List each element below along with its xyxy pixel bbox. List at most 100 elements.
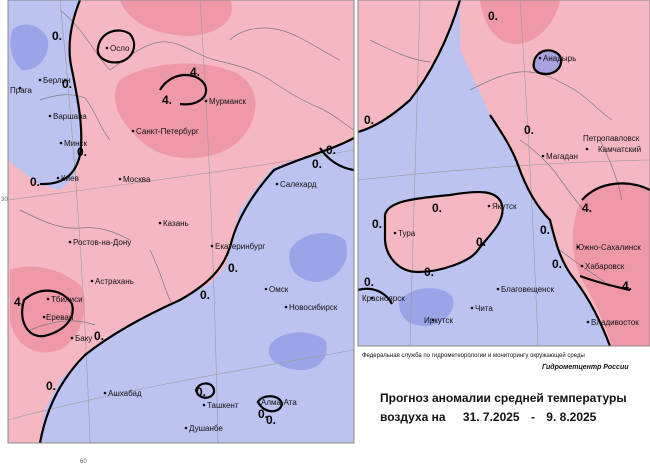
west-isolines bbox=[21, 0, 354, 443]
city-label-kazan: Казань bbox=[163, 219, 189, 228]
credits-block: Федеральная служба по гидрометеорологии … bbox=[362, 352, 629, 371]
city-label-dushanbe: Душанбе bbox=[189, 424, 223, 433]
east-isolines bbox=[358, 0, 650, 346]
caption-date-from: 31. 7.2025 bbox=[463, 410, 520, 424]
city-label-tura: Тура bbox=[398, 229, 416, 238]
isoline-value: 0. bbox=[200, 288, 210, 302]
city-label-prague: Прага bbox=[10, 86, 32, 95]
west-oslo-isoline bbox=[96, 29, 136, 64]
city-label-baku: Баку bbox=[75, 334, 92, 343]
east-city-markers bbox=[370, 56, 590, 324]
city-label-rostov: Ростов-на-Дону bbox=[73, 238, 131, 247]
caption-date-sep: - bbox=[531, 410, 535, 424]
city-label-moscow: Москва bbox=[123, 175, 151, 184]
west-map-panel bbox=[8, 0, 354, 443]
city-label-yakutsk: Якутск bbox=[492, 202, 517, 211]
isoline-value: 0. bbox=[196, 385, 206, 399]
city-label-irkutsk: Иркутск bbox=[424, 316, 453, 325]
isoline-value: 0. bbox=[77, 145, 87, 159]
isoline-value: 0. bbox=[476, 235, 486, 249]
east-strong-cold-blob-anadyr bbox=[533, 50, 562, 74]
city-label-almaata: Алма-Ата bbox=[261, 398, 297, 407]
west-map-frame bbox=[7, 0, 355, 444]
city-label-ekaterinburg: Екатеринбург bbox=[215, 242, 265, 251]
city-label-omsk: Омск bbox=[269, 285, 289, 294]
west-isoline-labels: 0. 0. 0. 0. 0. 0. 0. 0. 0. 0. 0. 0. 0. 4… bbox=[14, 29, 336, 427]
city-label-petropavlovsk: Петропавловск bbox=[583, 134, 640, 143]
east-warm-region-northwest bbox=[358, 0, 460, 132]
west-strong-warm-blob-north bbox=[120, 0, 232, 36]
west-cold-region-siberia bbox=[40, 140, 354, 443]
isoline-value: 0. bbox=[46, 379, 56, 393]
agency-credit: Федеральная служба по гидрометеорологии … bbox=[362, 352, 585, 359]
west-strong-cold-blob-1 bbox=[289, 233, 347, 282]
center-credit: Гидрометцентр России bbox=[542, 363, 629, 371]
isoline-value: 0. bbox=[424, 265, 434, 279]
city-label-kiev: Киев bbox=[61, 174, 79, 183]
isoline-value: 0. bbox=[312, 157, 322, 171]
city-label-kamchatsky: Камчатский bbox=[598, 145, 641, 154]
west-strong-cold-blob-2 bbox=[268, 332, 327, 371]
city-label-minsk: Минск bbox=[64, 139, 88, 148]
east-krasnoyarsk-isoline bbox=[358, 287, 393, 305]
caption-prefix: воздуха на bbox=[380, 410, 446, 424]
west-zero-isoline-west bbox=[39, 0, 83, 186]
isoline-value: 0. bbox=[30, 175, 40, 189]
graticule-tick-label: 30 bbox=[1, 197, 8, 203]
isoline-value: 0. bbox=[228, 261, 238, 275]
isoline-value: 4. bbox=[190, 65, 200, 79]
city-label-blagoveshchensk: Благовещенск bbox=[501, 285, 554, 294]
east-zero-isoline-east bbox=[489, 114, 612, 346]
west-zero-isoline-east bbox=[38, 137, 354, 443]
isoline-value: 4. bbox=[162, 93, 172, 107]
city-label-chita: Чита bbox=[475, 304, 493, 313]
isoline-value: 0. bbox=[94, 329, 104, 343]
east-warm-region-tura bbox=[385, 192, 503, 272]
isoline-value: 0. bbox=[372, 217, 382, 231]
isoline-value: 0. bbox=[364, 275, 374, 289]
city-label-krasnoyarsk: Красноярск bbox=[362, 294, 405, 303]
isoline-value: 4. bbox=[622, 279, 632, 293]
caption-line-1: Прогноз аномалии средней температуры bbox=[380, 391, 627, 405]
isoline-value: 4. bbox=[582, 201, 592, 215]
caption-line-2: воздуха на 31. 7.2025 - 9. 8.2025 bbox=[380, 410, 597, 424]
east-tura-isoline bbox=[383, 190, 504, 274]
east-isoline-labels: 0. 0. 0. 0. 0. 0. 0. 0. 0. 0. 4. 4. bbox=[364, 9, 632, 293]
isoline-value: 0. bbox=[52, 29, 62, 43]
city-label-salehard: Салехард bbox=[280, 180, 317, 189]
caption-date-to: 9. 8.2025 bbox=[546, 410, 596, 424]
city-label-vladivostok: Владивосток bbox=[591, 318, 639, 327]
city-label-novosibirsk: Новосибирск bbox=[289, 303, 338, 312]
isoline-value: 0. bbox=[552, 257, 562, 271]
city-label-magadan: Магадан bbox=[546, 152, 578, 161]
city-label-astrakhan: Астрахань bbox=[95, 277, 134, 286]
city-label-tbilisi: Тбилиси bbox=[51, 295, 83, 304]
city-label-anadyr: Анадырь bbox=[543, 54, 576, 63]
east-anadyr-isoline bbox=[532, 49, 563, 76]
city-label-warsaw: Варшава bbox=[53, 112, 87, 121]
west-city-labels: Осло Берлин Прага Варшава Мурманск Санкт… bbox=[10, 44, 338, 433]
east-coastlines bbox=[369, 39, 623, 283]
east-city-labels: Анадырь Петропавловск Камчатский Магадан… bbox=[362, 54, 641, 327]
west-almaata-isoline bbox=[256, 395, 284, 413]
east-four-isoline bbox=[579, 182, 650, 292]
city-label-oslo: Осло bbox=[110, 44, 130, 53]
west-strong-warm-blob-russia bbox=[114, 63, 256, 159]
city-label-berlin: Берлин bbox=[43, 76, 70, 85]
isoline-value: 0. bbox=[432, 201, 442, 215]
city-label-tashkent: Ташкент bbox=[207, 401, 239, 410]
east-strong-cold-blob-south bbox=[399, 288, 454, 326]
city-label-ashkhabad: Ашхабад bbox=[108, 389, 142, 398]
isoline-value: 0. bbox=[540, 223, 550, 237]
west-graticule bbox=[8, 0, 354, 443]
city-label-yuzhno-sakhalinsk: Южно-Сахалинск bbox=[576, 243, 641, 252]
isoline-value: 0. bbox=[524, 123, 534, 137]
west-ashkhabad-isoline bbox=[194, 382, 216, 399]
isoline-value: 0. bbox=[488, 9, 498, 23]
isoline-value: 0. bbox=[62, 77, 72, 91]
west-strong-cold-blob-3 bbox=[10, 24, 49, 71]
city-label-murmansk: Мурманск bbox=[209, 97, 246, 106]
west-caucasus-isoline bbox=[21, 289, 74, 338]
city-label-erevan: Ереван bbox=[46, 313, 73, 322]
